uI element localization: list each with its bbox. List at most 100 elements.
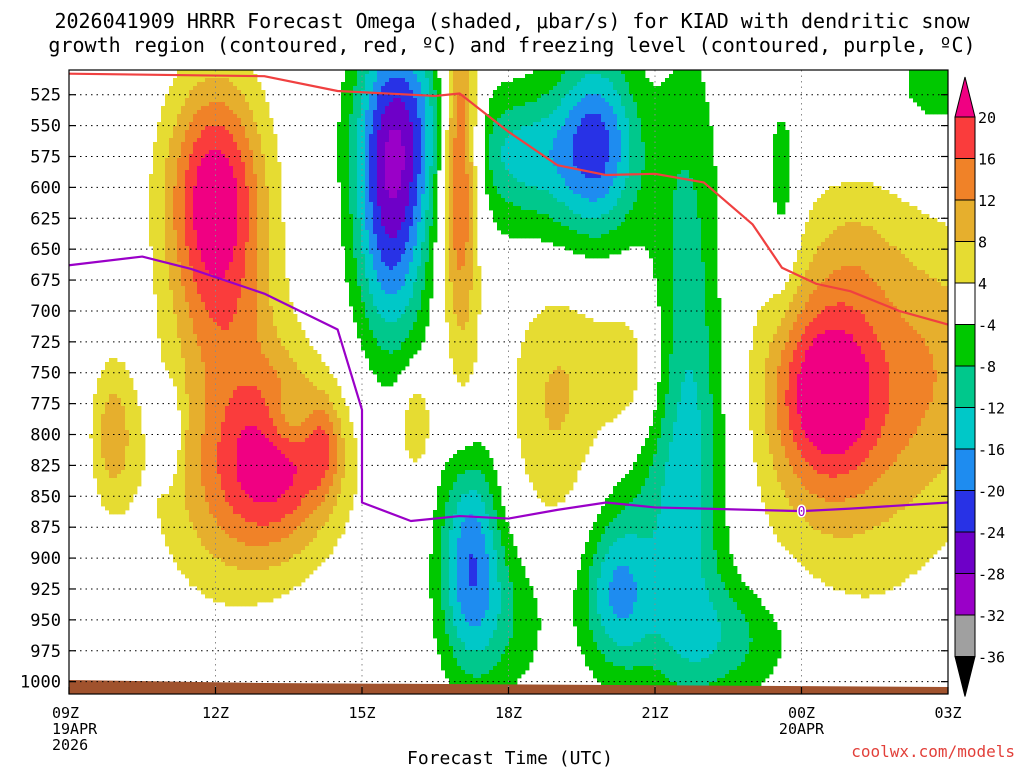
colorbar-swatch: [954, 365, 976, 408]
y-tick-label: 600: [30, 178, 61, 198]
omega-cell: [577, 170, 582, 195]
omega-cell: [613, 570, 618, 615]
omega-cell: [189, 90, 194, 123]
omega-cell: [581, 314, 586, 463]
omega-cell: [377, 250, 382, 283]
omega-cell: [537, 618, 542, 631]
omega-cell: [417, 394, 422, 459]
omega-cell: [321, 526, 326, 563]
omega-cell: [789, 506, 794, 555]
omega-cell: [621, 566, 626, 619]
omega-cell: [553, 222, 558, 247]
omega-cell: [465, 446, 470, 471]
omega-cell: [885, 470, 890, 523]
omega-cell: [621, 222, 626, 251]
omega-cell: [813, 530, 818, 579]
omega-cell: [921, 418, 926, 491]
omega-cell: [285, 438, 290, 459]
omega-cell: [577, 126, 582, 171]
omega-cell: [557, 366, 562, 431]
omega-cell: [245, 102, 250, 139]
omega-cell: [237, 90, 242, 119]
omega-cell: [217, 78, 222, 103]
omega-cell: [437, 486, 442, 655]
omega-cell: [661, 674, 666, 694]
omega-cell: [257, 134, 262, 343]
omega-cell: [173, 186, 178, 231]
omega-cell: [765, 610, 770, 679]
omega-cell: [229, 82, 234, 111]
omega-cell: [801, 518, 806, 567]
omega-cell: [933, 70, 938, 115]
omega-cell: [297, 370, 302, 427]
omega-cell: [937, 222, 942, 283]
omega-cell: [781, 318, 786, 351]
omega-cell: [393, 130, 398, 199]
omega-cell: [797, 250, 802, 287]
omega-cell: [181, 106, 186, 143]
omega-cell: [733, 566, 738, 603]
omega-cell: [217, 326, 222, 443]
omega-cell: [873, 446, 878, 483]
source-credit[interactable]: coolwx.com/models: [851, 742, 1015, 761]
omega-cell: [573, 70, 578, 87]
omega-cell: [629, 646, 634, 671]
omega-cell: [397, 318, 402, 351]
omega-cell: [89, 434, 94, 439]
omega-cell: [561, 70, 566, 75]
omega-cell: [661, 638, 666, 675]
omega-cell: [549, 218, 554, 243]
omega-cell: [297, 526, 302, 555]
omega-cell: [849, 306, 854, 335]
omega-cell: [273, 446, 278, 503]
omega-cell: [613, 642, 618, 667]
omega-cell: [813, 446, 818, 471]
omega-cell: [221, 70, 226, 79]
omega-cell: [541, 94, 546, 119]
omega-cell: [893, 194, 898, 247]
omega-cell: [573, 230, 578, 255]
omega-cell: [393, 70, 398, 79]
omega-cell: [741, 614, 746, 663]
omega-cell: [609, 494, 614, 523]
omega-cell: [385, 350, 390, 387]
omega-cell: [481, 446, 486, 475]
omega-cell: [609, 210, 614, 231]
omega-cell: [285, 538, 290, 563]
omega-cell: [825, 278, 830, 307]
y-tick-label: 875: [30, 518, 61, 538]
omega-cell: [625, 70, 630, 83]
omega-cell: [365, 110, 370, 231]
omega-cell: [201, 130, 206, 159]
omega-cell: [333, 378, 338, 411]
omega-cell: [773, 622, 778, 667]
omega-cell: [829, 330, 834, 455]
omega-cell: [289, 358, 294, 427]
omega-cell: [329, 402, 334, 423]
omega-cell: [641, 538, 646, 639]
omega-cell: [365, 318, 370, 359]
omega-cell: [597, 578, 602, 615]
y-tick-label: 925: [30, 580, 61, 600]
omega-cell: [405, 306, 410, 339]
omega-cell: [597, 650, 602, 683]
omega-cell: [801, 486, 806, 519]
omega-cell: [801, 362, 806, 431]
omega-cell: [889, 518, 894, 591]
omega-cell: [345, 70, 350, 283]
omega-cell: [477, 522, 482, 627]
omega-cell: [837, 302, 842, 331]
omega-cell: [593, 94, 598, 115]
omega-cell: [881, 350, 886, 427]
omega-cell: [409, 70, 414, 91]
omega-cell: [185, 70, 190, 99]
omega-cell: [909, 438, 914, 503]
omega-cell: [221, 330, 226, 423]
omega-cell: [697, 662, 702, 691]
omega-cell: [501, 82, 506, 115]
omega-cell: [473, 518, 478, 559]
omega-cell: [945, 70, 948, 115]
omega-cell: [877, 234, 882, 287]
omega-cell: [233, 314, 238, 391]
omega-cell: [461, 94, 466, 267]
